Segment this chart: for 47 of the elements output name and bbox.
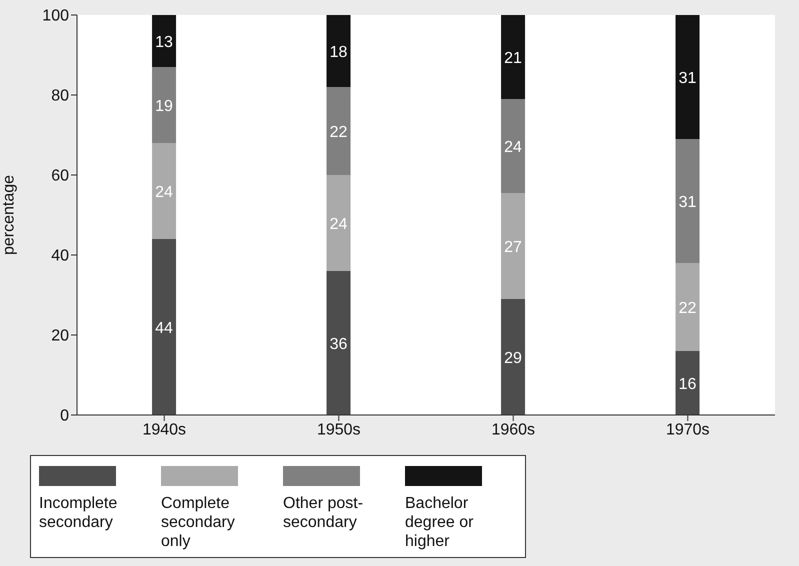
- data-label: 19: [155, 98, 174, 115]
- legend-label: Complete secondary only: [161, 494, 236, 551]
- y-tick-label: 60: [51, 168, 70, 185]
- legend-label: Incomplete secondary: [39, 494, 118, 532]
- data-label: 31: [678, 194, 697, 211]
- bar: [501, 99, 526, 193]
- bar: [326, 271, 351, 415]
- data-label: 21: [504, 50, 522, 67]
- data-label: 24: [330, 216, 348, 233]
- bar: [152, 143, 176, 239]
- y-tick-label: 20: [51, 328, 70, 345]
- bar: [501, 299, 526, 415]
- legend-label: Bachelor degree or higher: [405, 494, 474, 551]
- data-label: 44: [155, 320, 174, 337]
- data-label: 16: [678, 376, 697, 393]
- bar: [326, 15, 351, 87]
- bar: [501, 193, 526, 299]
- bar: [152, 239, 176, 415]
- bar: [326, 87, 351, 175]
- data-label: 18: [330, 44, 348, 61]
- data-label: 22: [678, 300, 697, 317]
- bar: [676, 15, 700, 139]
- y-tick-label: 80: [51, 88, 70, 105]
- bar: [676, 351, 700, 415]
- data-label: 31: [678, 70, 697, 87]
- y-tick-label: 0: [60, 408, 70, 425]
- y-tick-label: 40: [51, 248, 70, 265]
- data-label: 29: [504, 350, 522, 367]
- bar: [326, 175, 351, 271]
- bar: [152, 67, 176, 143]
- data-label: 13: [155, 34, 174, 51]
- bar: [676, 263, 700, 351]
- data-label: 36: [330, 336, 348, 353]
- bar: [152, 15, 176, 67]
- data-label: 22: [330, 124, 348, 141]
- x-tick-label: 1950s: [316, 421, 361, 438]
- bar: [676, 139, 700, 263]
- data-label: 24: [155, 184, 174, 201]
- bar: [501, 15, 526, 99]
- x-tick-label: 1970s: [666, 421, 710, 438]
- y-axis-title: percentage: [0, 174, 18, 256]
- x-tick-label: 1940s: [142, 421, 186, 438]
- x-tick-label: 1960s: [491, 421, 536, 438]
- data-label: 27: [504, 239, 522, 256]
- data-label: 24: [504, 139, 522, 156]
- legend-label: Other post-secondary: [283, 494, 364, 532]
- y-tick-label: 100: [42, 8, 70, 25]
